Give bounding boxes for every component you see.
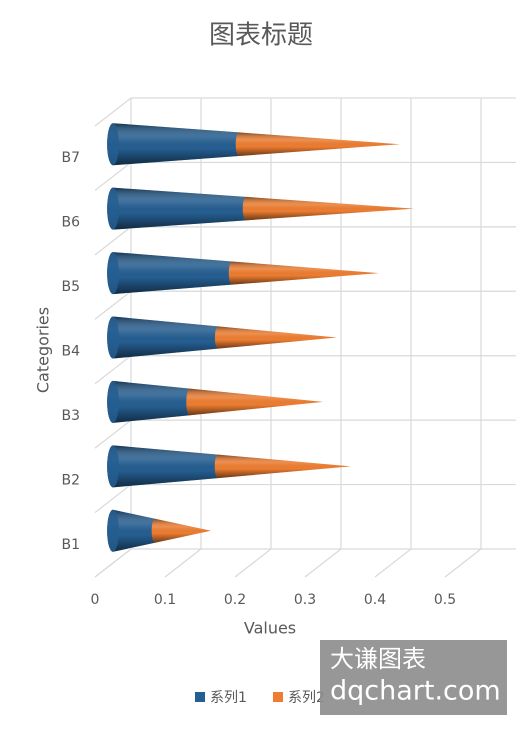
wall-line — [94, 355, 132, 385]
cone-shading — [214, 454, 351, 479]
wall-line — [94, 290, 132, 320]
cone-base — [107, 380, 119, 423]
watermark-box — [320, 640, 507, 715]
y-tick-label: B4 — [61, 344, 80, 360]
chart-title: 图表标题 — [209, 21, 313, 51]
cone-base — [107, 316, 119, 359]
legend-label: 系列2 — [288, 690, 325, 706]
wall-line — [94, 484, 132, 514]
x-tick-label: 0.4 — [364, 592, 386, 608]
cone-base — [107, 509, 119, 552]
wall-line — [94, 161, 132, 191]
cone-shading — [151, 518, 211, 543]
legend-swatch — [195, 692, 205, 702]
cone-shading — [107, 123, 243, 166]
y-tick-label: B3 — [61, 408, 80, 424]
legend-swatch — [273, 692, 283, 702]
cone-shading — [235, 132, 400, 156]
x-axis-title: Values — [244, 619, 296, 638]
x-tick-label: 0.2 — [224, 592, 246, 608]
cone-shading — [186, 388, 323, 416]
wall-line — [94, 226, 132, 256]
x-tick-label: 0.5 — [434, 592, 456, 608]
plot — [107, 123, 414, 552]
grid-line — [164, 548, 202, 578]
x-tick-label: 0.1 — [154, 592, 176, 608]
grid-line — [234, 548, 272, 578]
legend-label: 系列1 — [210, 690, 247, 706]
wall-line — [94, 548, 132, 578]
grid: 0 0.1 0.2 0.3 0.4 0.5 B7 B6 B5 B4 B3 B2 B1 — [61, 97, 516, 608]
cone-shading — [228, 261, 379, 285]
y-tick-label: B1 — [61, 537, 80, 553]
cone-shading — [107, 187, 250, 230]
cone-shading — [107, 509, 159, 552]
cone-shading — [107, 380, 194, 423]
y-tick-label: B2 — [61, 472, 80, 488]
cone-base — [107, 187, 119, 230]
y-axis-title: Categories — [34, 307, 53, 393]
legend: 系列1 系列2 — [195, 690, 325, 706]
grid-line — [444, 548, 482, 578]
wall-line — [94, 97, 132, 127]
y-tick-label: B7 — [61, 150, 80, 166]
cone-base — [107, 445, 119, 488]
cone-shading — [242, 196, 414, 221]
cone-base — [107, 123, 119, 166]
x-tick-label: 0.3 — [294, 592, 316, 608]
cone-shading — [107, 445, 222, 488]
watermark-text: dqchart.com — [330, 676, 501, 707]
grid-line — [374, 548, 412, 578]
cone-shading — [214, 326, 337, 349]
x-tick-label: 0 — [91, 592, 100, 608]
cone-shading — [107, 252, 236, 295]
watermark-text: 大谦图表 — [330, 645, 426, 673]
wall-line — [94, 419, 132, 449]
grid-line — [304, 548, 342, 578]
cone-shading — [107, 316, 222, 359]
y-tick-label: B5 — [61, 279, 80, 295]
y-tick-label: B6 — [61, 215, 80, 231]
cone-base — [107, 252, 119, 295]
